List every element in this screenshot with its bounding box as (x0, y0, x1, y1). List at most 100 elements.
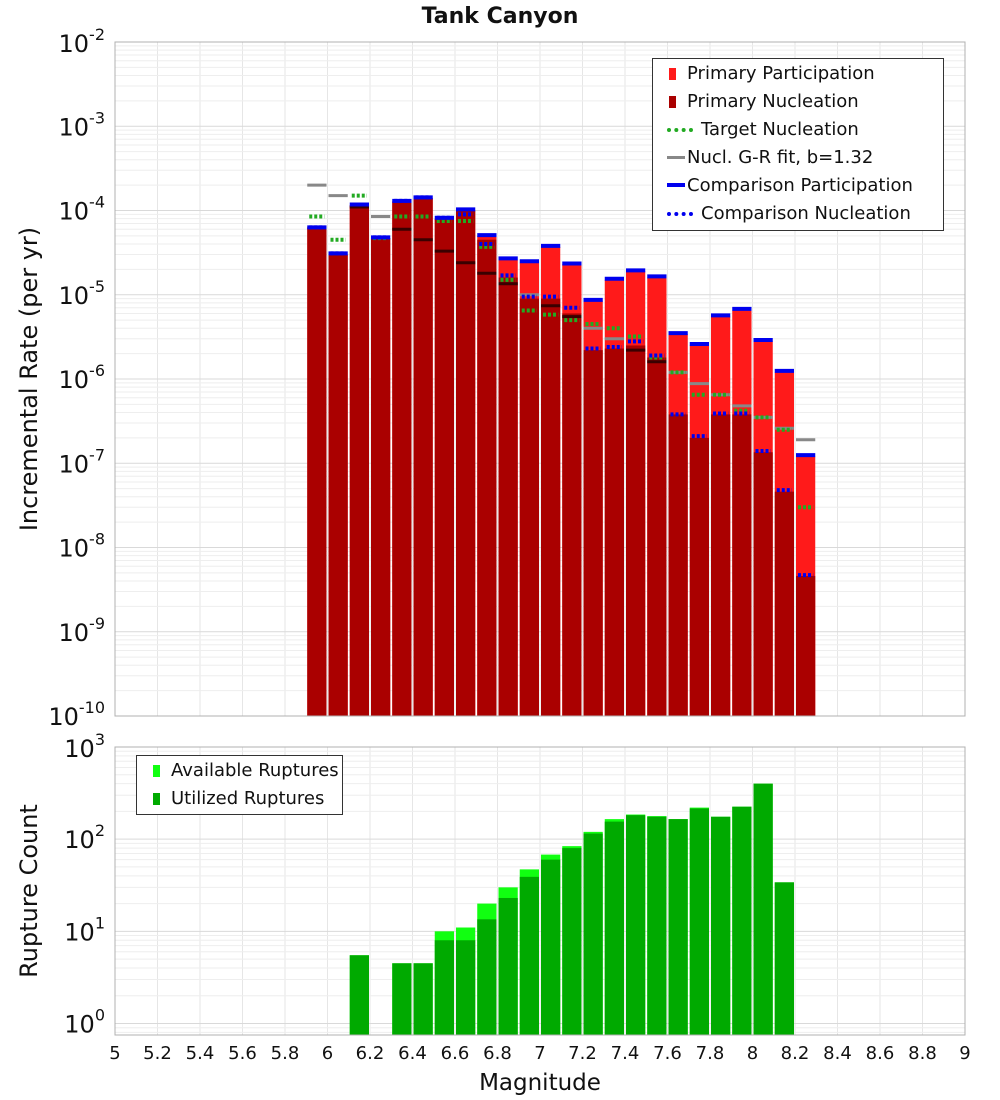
bar-utilized (541, 859, 561, 1035)
bar-nucleation (689, 437, 709, 716)
bar-nucleation (498, 277, 518, 716)
y-tick-label: 10-10 (48, 698, 105, 731)
x-tick-label: 5.8 (271, 1043, 300, 1064)
y-tick-label: 10-8 (59, 530, 106, 563)
x-tick-label: 7 (534, 1043, 545, 1064)
bar-utilized (413, 963, 433, 1035)
legend-label: Comparison Participation (687, 175, 913, 196)
bar-nucleation (434, 218, 454, 716)
x-tick-label: 5.2 (143, 1043, 172, 1064)
bar-nucleation (753, 452, 773, 716)
bar-utilized (689, 808, 709, 1035)
x-tick-label: 8 (747, 1043, 758, 1064)
bar-nucleation (519, 298, 539, 716)
x-tick-label: 7.6 (653, 1043, 682, 1064)
legend-swatch-available (153, 765, 160, 777)
y-tick-label: 10-9 (59, 614, 106, 647)
y-tick-label: 10-6 (59, 361, 106, 394)
bar-nucleation (477, 239, 497, 716)
y-tick-label: 10-3 (59, 108, 106, 141)
bar-nucleation (562, 313, 582, 716)
legend-swatch-gr-fit (667, 156, 685, 159)
bar-nucleation (774, 491, 794, 716)
x-tick-label: 8.8 (908, 1043, 937, 1064)
bar-nucleation (647, 357, 667, 716)
bar-nucleation (796, 575, 816, 716)
bar-nucleation (328, 254, 348, 716)
bar-utilized (711, 816, 731, 1035)
bar-nucleation (392, 201, 412, 717)
y-axis-label: Rupture Count (15, 804, 43, 978)
x-tick-label: 6.2 (356, 1043, 385, 1064)
x-tick-label: 8.2 (781, 1043, 810, 1064)
legend-swatch-comparison (667, 183, 685, 187)
x-tick-label: 6.8 (483, 1043, 512, 1064)
y-tick-label: 102 (64, 821, 105, 854)
bar-utilized (392, 963, 412, 1035)
x-tick-label: 5.4 (186, 1043, 215, 1064)
x-tick-label: 6.4 (398, 1043, 427, 1064)
bar-utilized (349, 955, 369, 1035)
bar-utilized (647, 816, 667, 1035)
bar-nucleation (583, 350, 603, 716)
legend-swatch-utilized (153, 793, 160, 805)
legend-top: Primary Participation Primary Nucleation… (652, 58, 944, 231)
legend-label: Target Nucleation (701, 119, 859, 140)
y-tick-label: 103 (64, 730, 105, 763)
bar-nucleation (541, 298, 561, 716)
x-axis-label: Magnitude (479, 1070, 601, 1096)
y-axis-label: Incremental Rate (per yr) (15, 227, 43, 531)
bar-nucleation (604, 348, 624, 716)
bar-utilized (626, 815, 646, 1035)
bar-utilized (477, 919, 497, 1035)
plot-frame (114, 746, 966, 1036)
y-tick-label: 100 (64, 1005, 105, 1038)
bar-nucleation (349, 205, 369, 716)
y-tick-label: 10-2 (59, 25, 106, 58)
legend-label: Utilized Ruptures (171, 788, 325, 809)
x-tick-label: 6.6 (441, 1043, 470, 1064)
x-tick-label: 7.8 (696, 1043, 725, 1064)
legend-swatch-comparison-nucleation (667, 212, 693, 216)
y-tick-label: 101 (64, 913, 105, 946)
bar-utilized (519, 876, 539, 1035)
bar-nucleation (626, 345, 646, 716)
legend-bottom: Available Ruptures Utilized Ruptures (136, 755, 343, 815)
x-tick-label: 8.6 (866, 1043, 895, 1064)
chart-title: Tank Canyon (422, 4, 579, 29)
bar-utilized (498, 897, 518, 1035)
bar-nucleation (456, 210, 476, 716)
bar-utilized (583, 833, 603, 1035)
legend-label: Primary Participation (687, 63, 875, 84)
bar-utilized (562, 848, 582, 1035)
x-tick-label: 5.6 (228, 1043, 257, 1064)
x-tick-label: 6 (322, 1043, 333, 1064)
bar-nucleation (371, 238, 391, 716)
bar-nucleation (732, 414, 752, 716)
bar-nucleation (668, 414, 688, 716)
bar-utilized (774, 882, 794, 1035)
y-tick-label: 10-4 (59, 193, 106, 226)
plot-frame (114, 41, 966, 717)
legend-label: Nucl. G-R fit, b=1.32 (687, 147, 874, 168)
x-tick-label: 9 (959, 1043, 970, 1064)
bar-nucleation (307, 227, 327, 716)
bar-utilized (668, 819, 688, 1035)
legend-label: Comparison Nucleation (701, 203, 911, 224)
bar-utilized (604, 821, 624, 1035)
y-tick-label: 10-7 (59, 445, 106, 478)
legend-swatch-nucleation (669, 96, 676, 108)
x-tick-label: 7.2 (568, 1043, 597, 1064)
bar-nucleation (711, 414, 731, 716)
bar-utilized (434, 940, 454, 1035)
x-tick-label: 7.4 (611, 1043, 640, 1064)
bar-utilized (456, 940, 476, 1035)
bar-nucleation (413, 198, 433, 716)
legend-label: Available Ruptures (171, 760, 339, 781)
bar-utilized (753, 783, 773, 1035)
x-tick-label: 8.4 (823, 1043, 852, 1064)
legend-label: Primary Nucleation (687, 91, 859, 112)
legend-swatch-target (667, 128, 693, 132)
legend-swatch-participation (669, 68, 676, 80)
